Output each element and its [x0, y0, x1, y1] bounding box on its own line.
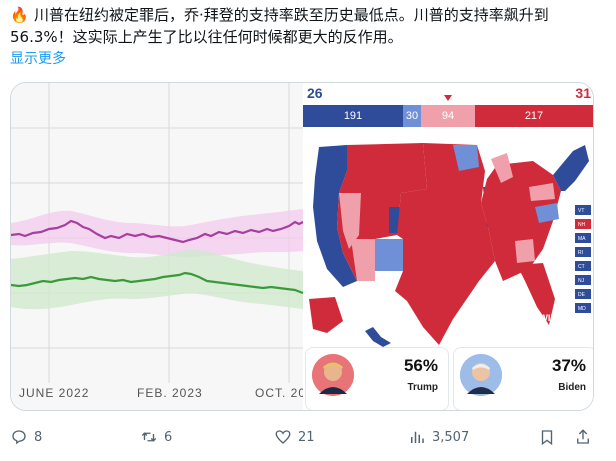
- lower-series-line: [11, 271, 304, 295]
- retweet-button[interactable]: 6: [140, 424, 172, 450]
- trump-percentage: 56%: [403, 356, 438, 375]
- bookmark-icon: [541, 430, 553, 446]
- views-button[interactable]: 3,507: [408, 424, 469, 450]
- tweet-media[interactable]: JUNE 2022 FEB. 2023 OCT. 20 26 31 191 30…: [10, 82, 594, 411]
- right-ev-total: 31: [575, 85, 591, 101]
- side-label: NJ: [578, 278, 585, 284]
- view-count: 3,507: [432, 429, 470, 445]
- minnesota-state: [453, 145, 479, 171]
- like-count: 21: [298, 429, 315, 445]
- biden-card: 37% Biden: [453, 347, 593, 410]
- reply-button[interactable]: 8: [10, 424, 42, 450]
- electoral-vote-bar: 191 30 94 217: [303, 105, 593, 127]
- side-label: MA: [578, 236, 586, 242]
- us-electoral-map: VT NH MA RI CT NJ DE MD 270 TO WIN: [303, 131, 593, 351]
- ev-marker: [444, 95, 452, 101]
- tweet-action-bar: 8 6 21 3,507: [10, 424, 596, 450]
- alaska-state: [309, 297, 343, 333]
- west-coast-states: [313, 145, 357, 287]
- x-tick-label: OCT. 20: [255, 386, 303, 400]
- pennsylvania-state: [529, 183, 555, 201]
- side-label: DE: [578, 292, 586, 298]
- trump-card: 56% Trump: [305, 347, 449, 410]
- side-labels: VT NH MA RI CT NJ DE MD: [578, 208, 586, 312]
- upper-series-band: [11, 209, 303, 257]
- side-label: RI: [578, 250, 583, 256]
- left-ev-total: 26: [307, 85, 323, 101]
- tweet-text: 🔥 川普在纽约被定罪后，乔·拜登的支持率跌至历史最低点。川普的支持率飙升到56.3…: [10, 4, 606, 48]
- arizona-state: [351, 239, 375, 281]
- northeast-legend-boxes: [575, 205, 591, 313]
- side-label: VT: [578, 208, 584, 214]
- ev-segment: 30: [403, 105, 421, 127]
- share-button[interactable]: [574, 424, 598, 450]
- like-button[interactable]: 21: [274, 424, 315, 450]
- approval-chart: JUNE 2022 FEB. 2023 OCT. 20: [11, 83, 305, 410]
- nevada-state: [339, 193, 361, 249]
- side-label: NH: [578, 222, 586, 228]
- new-mexico-state: [375, 239, 403, 271]
- retweet-icon: [141, 432, 157, 442]
- texas-state: [395, 267, 455, 345]
- us-map-svg: VT NH MA RI CT NJ DE MD 270 TO WIN: [309, 143, 591, 347]
- northeast-states: [553, 145, 589, 191]
- florida-state: [517, 263, 555, 325]
- ev-segment: 217: [475, 105, 593, 127]
- virginia-state: [535, 203, 559, 223]
- reply-icon: [12, 430, 26, 445]
- trump-avatar: [312, 354, 354, 396]
- michigan-state: [491, 153, 513, 183]
- biden-percentage: 37%: [551, 356, 586, 375]
- biden-avatar: [460, 354, 502, 396]
- views-icon: [411, 431, 424, 443]
- approval-chart-svg: JUNE 2022 FEB. 2023 OCT. 20: [11, 83, 305, 410]
- electoral-map-panel: 26 31 191 30 94 217: [303, 83, 593, 410]
- retweet-count: 6: [164, 429, 173, 445]
- show-more-link[interactable]: 显示更多: [10, 51, 66, 67]
- upper-series-line: [11, 219, 304, 244]
- georgia-state: [515, 239, 535, 263]
- side-label: CT: [578, 264, 585, 270]
- heart-icon: [275, 430, 291, 444]
- tweet-body: 川普在纽约被定罪后，乔·拜登的支持率跌至历史最低点。川普的支持率飙升到56.3%…: [10, 6, 549, 46]
- x-tick-label: JUNE 2022: [19, 386, 89, 400]
- trump-name: Trump: [407, 382, 438, 393]
- ev-segment: 191: [303, 105, 403, 127]
- side-label: MD: [578, 306, 586, 312]
- fire-icon: 🔥: [10, 6, 29, 24]
- ev-segment: 94: [421, 105, 475, 127]
- share-icon: [577, 429, 589, 444]
- x-tick-label: FEB. 2023: [137, 386, 203, 400]
- hawaii-state: [365, 327, 391, 347]
- bookmark-button[interactable]: [538, 424, 562, 450]
- map-watermark: 270 TO WIN: [507, 313, 557, 323]
- reply-count: 8: [34, 429, 43, 445]
- biden-name: Biden: [558, 382, 586, 393]
